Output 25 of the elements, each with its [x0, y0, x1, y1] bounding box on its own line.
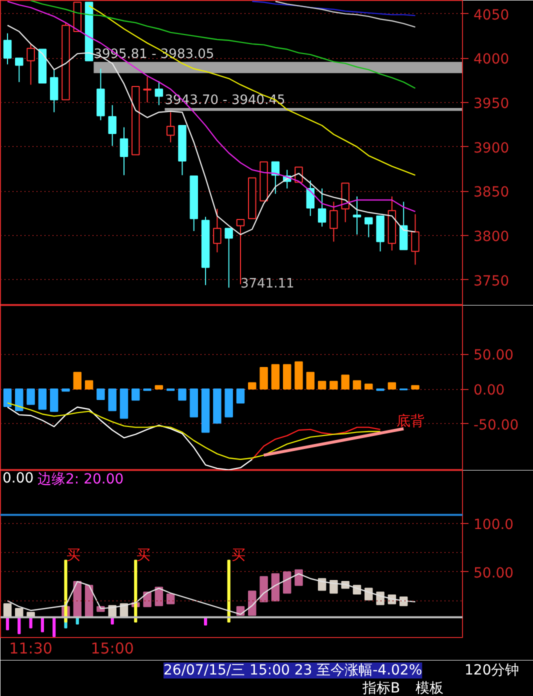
text: 指标B — [362, 680, 400, 696]
text: 120分钟 — [464, 662, 520, 678]
annotation: 底背 — [396, 414, 424, 430]
y-tick-label: 50.00 — [474, 565, 514, 582]
annotation: 买 — [136, 548, 150, 564]
y-tick-label: 100.0 — [474, 517, 514, 534]
y-tick-label: 50.00 — [474, 348, 514, 364]
annotation: 0.00 — [2, 470, 34, 486]
y-tick-label: 3900 — [474, 140, 510, 156]
annotation: 买 — [66, 548, 80, 564]
y-tick-label: 0.00 — [474, 382, 505, 399]
x-tick-label: 15:00 — [90, 640, 134, 658]
y-tick-label: 3750 — [474, 273, 510, 290]
annotation: 买 — [232, 548, 246, 564]
y-tick-label: 3800 — [474, 228, 510, 245]
y-tick-label: 3850 — [474, 184, 510, 201]
text: 模板 — [416, 680, 444, 696]
annotation: 3741.11 — [240, 276, 294, 292]
x-tick-label: 11:30 — [9, 640, 52, 658]
y-tick-label: 4000 — [474, 52, 510, 68]
y-tick-label: 3950 — [474, 96, 510, 112]
y-tick-label: 4050 — [474, 7, 510, 24]
y-tick-label: -50.00 — [474, 417, 519, 434]
annotation: 边缘2: 20.00 — [38, 472, 124, 488]
text: 26/07/15/三 15:00 23 至今涨幅-4.02% — [164, 662, 422, 678]
